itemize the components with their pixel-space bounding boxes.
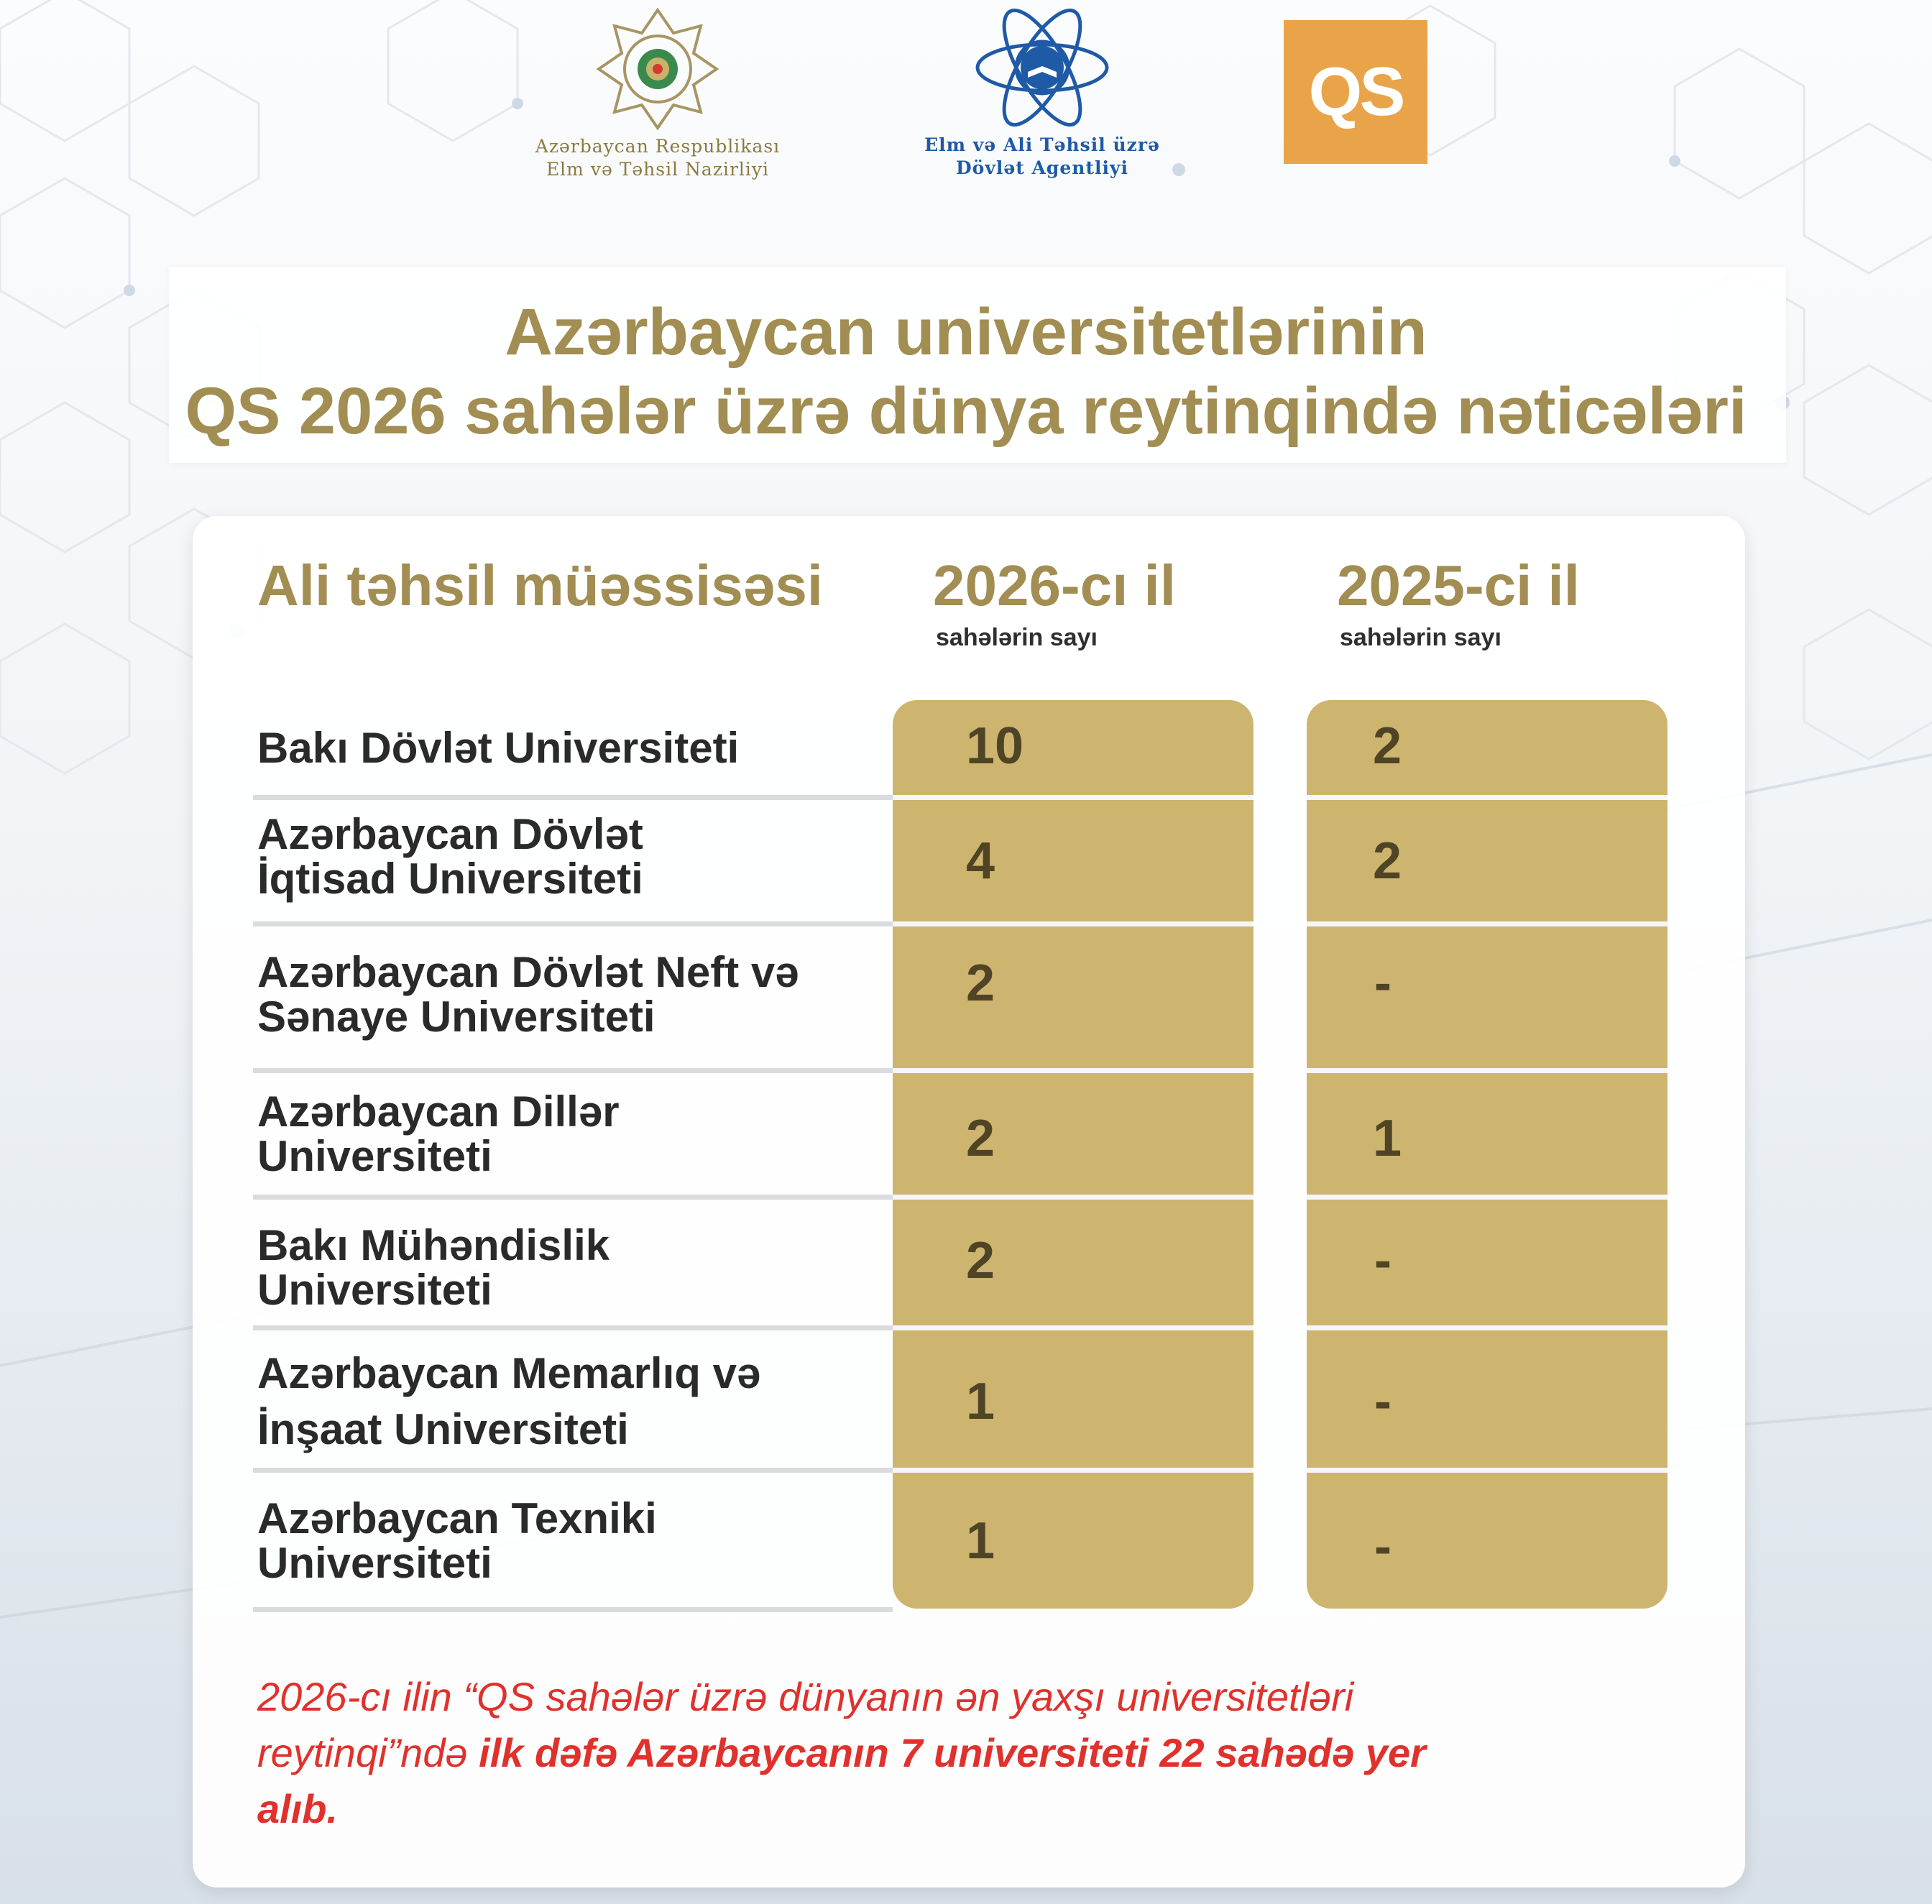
table-row-name: Azərbaycan Dövlət Neft və Sənaye Univers… <box>257 948 799 1041</box>
ministry-name-line1: Azərbaycan Respublikası <box>535 136 781 157</box>
table-row-name: Bakı Mühəndislik Universiteti <box>257 1221 610 1314</box>
row-divider <box>1307 1195 1668 1200</box>
row-divider <box>253 1195 893 1200</box>
row-divider <box>1307 795 1668 800</box>
ministry-logo: Azərbaycan Respublikası Elm və Təhsil Na… <box>496 0 819 181</box>
row-divider <box>1307 921 1668 926</box>
table-row-name: Azərbaycan Memarlıq və İnşaat Universite… <box>257 1349 761 1453</box>
row-divider <box>253 1068 893 1073</box>
header-2025-sub: sahələrin sayı <box>1340 624 1501 651</box>
row-divider <box>1307 1325 1668 1330</box>
table-cell-2025: - <box>1374 955 1392 1012</box>
agency-name-line2: Dövlət Agentliyi <box>955 157 1129 178</box>
table-cell-2026: 10 <box>966 717 1024 775</box>
row-divider <box>893 1195 1254 1200</box>
table-row-name: Azərbaycan Dillər Universiteti <box>257 1087 620 1180</box>
ministry-emblem-icon <box>596 7 719 131</box>
header-2026: 2026-cı il <box>933 553 1177 617</box>
table-cell-2026: 2 <box>966 955 995 1012</box>
table-cell-2025: 1 <box>1373 1110 1402 1167</box>
column-2025 <box>1307 700 1668 1609</box>
footnote-text: 2026-cı ilin “QS sahələr üzrə dünyanın ə… <box>257 1674 1354 1775</box>
ministry-name-line2: Elm və Təhsil Nazirliyi <box>546 159 770 180</box>
agency-logo: Elm və Ali Təhsil üzrə Dövlət Agentliyi <box>891 0 1193 180</box>
table-row-name: Bakı Dövlət Universiteti <box>257 724 740 772</box>
table-cell-2025: - <box>1374 1518 1392 1576</box>
header-institution: Ali təhsil müəssisəsi <box>257 553 824 617</box>
row-divider <box>893 795 1254 800</box>
qs-logo-text: QS <box>1308 53 1406 130</box>
footnote-highlight: ilk dəfə Azərbaycanın 7 universiteti 22 … <box>257 1730 1426 1831</box>
footnote: 2026-cı ilin “QS sahələr üzrə dünyanın ə… <box>257 1669 1479 1837</box>
row-divider <box>893 921 1254 926</box>
atom-book-icon <box>975 8 1109 127</box>
table-row-name: Azərbaycan Dövlət İqtisad Universiteti <box>257 810 643 903</box>
table-cell-2026: 1 <box>966 1373 995 1430</box>
logo-bar: Azərbaycan Respublikası Elm və Təhsil Na… <box>0 0 1932 216</box>
table-cell-2025: 2 <box>1373 717 1402 775</box>
table-row-name: Azərbaycan Texniki Universiteti <box>257 1494 657 1587</box>
row-divider <box>253 1607 893 1612</box>
page-title-line2: QS 2026 sahələr üzrə dünya reytinqində n… <box>185 374 1747 448</box>
page-title-line1: Azərbaycan universitetlərinin <box>505 295 1427 369</box>
row-divider <box>253 1468 893 1473</box>
row-divider <box>253 795 893 800</box>
row-divider <box>253 921 893 926</box>
qs-logo: QS <box>1284 20 1427 164</box>
table-cell-2025: - <box>1374 1232 1392 1289</box>
row-divider <box>893 1468 1254 1473</box>
row-divider <box>253 1325 893 1330</box>
table-cell-2026: 2 <box>966 1232 995 1289</box>
row-divider <box>893 1068 1254 1073</box>
row-divider <box>1307 1468 1668 1473</box>
row-divider <box>893 1325 1254 1330</box>
title-band <box>169 267 1786 463</box>
column-2026 <box>893 700 1254 1609</box>
header-2025: 2025-ci il <box>1337 553 1581 617</box>
table-cell-2026: 2 <box>966 1110 995 1167</box>
agency-name-line1: Elm və Ali Təhsil üzrə <box>924 134 1160 155</box>
table-cell-2025: 2 <box>1373 832 1402 890</box>
table-cell-2026: 4 <box>966 832 995 890</box>
row-divider <box>1307 1068 1668 1073</box>
table-cell-2025: - <box>1374 1373 1392 1430</box>
header-2026-sub: sahələrin sayı <box>936 624 1098 651</box>
table-cell-2026: 1 <box>966 1512 995 1570</box>
